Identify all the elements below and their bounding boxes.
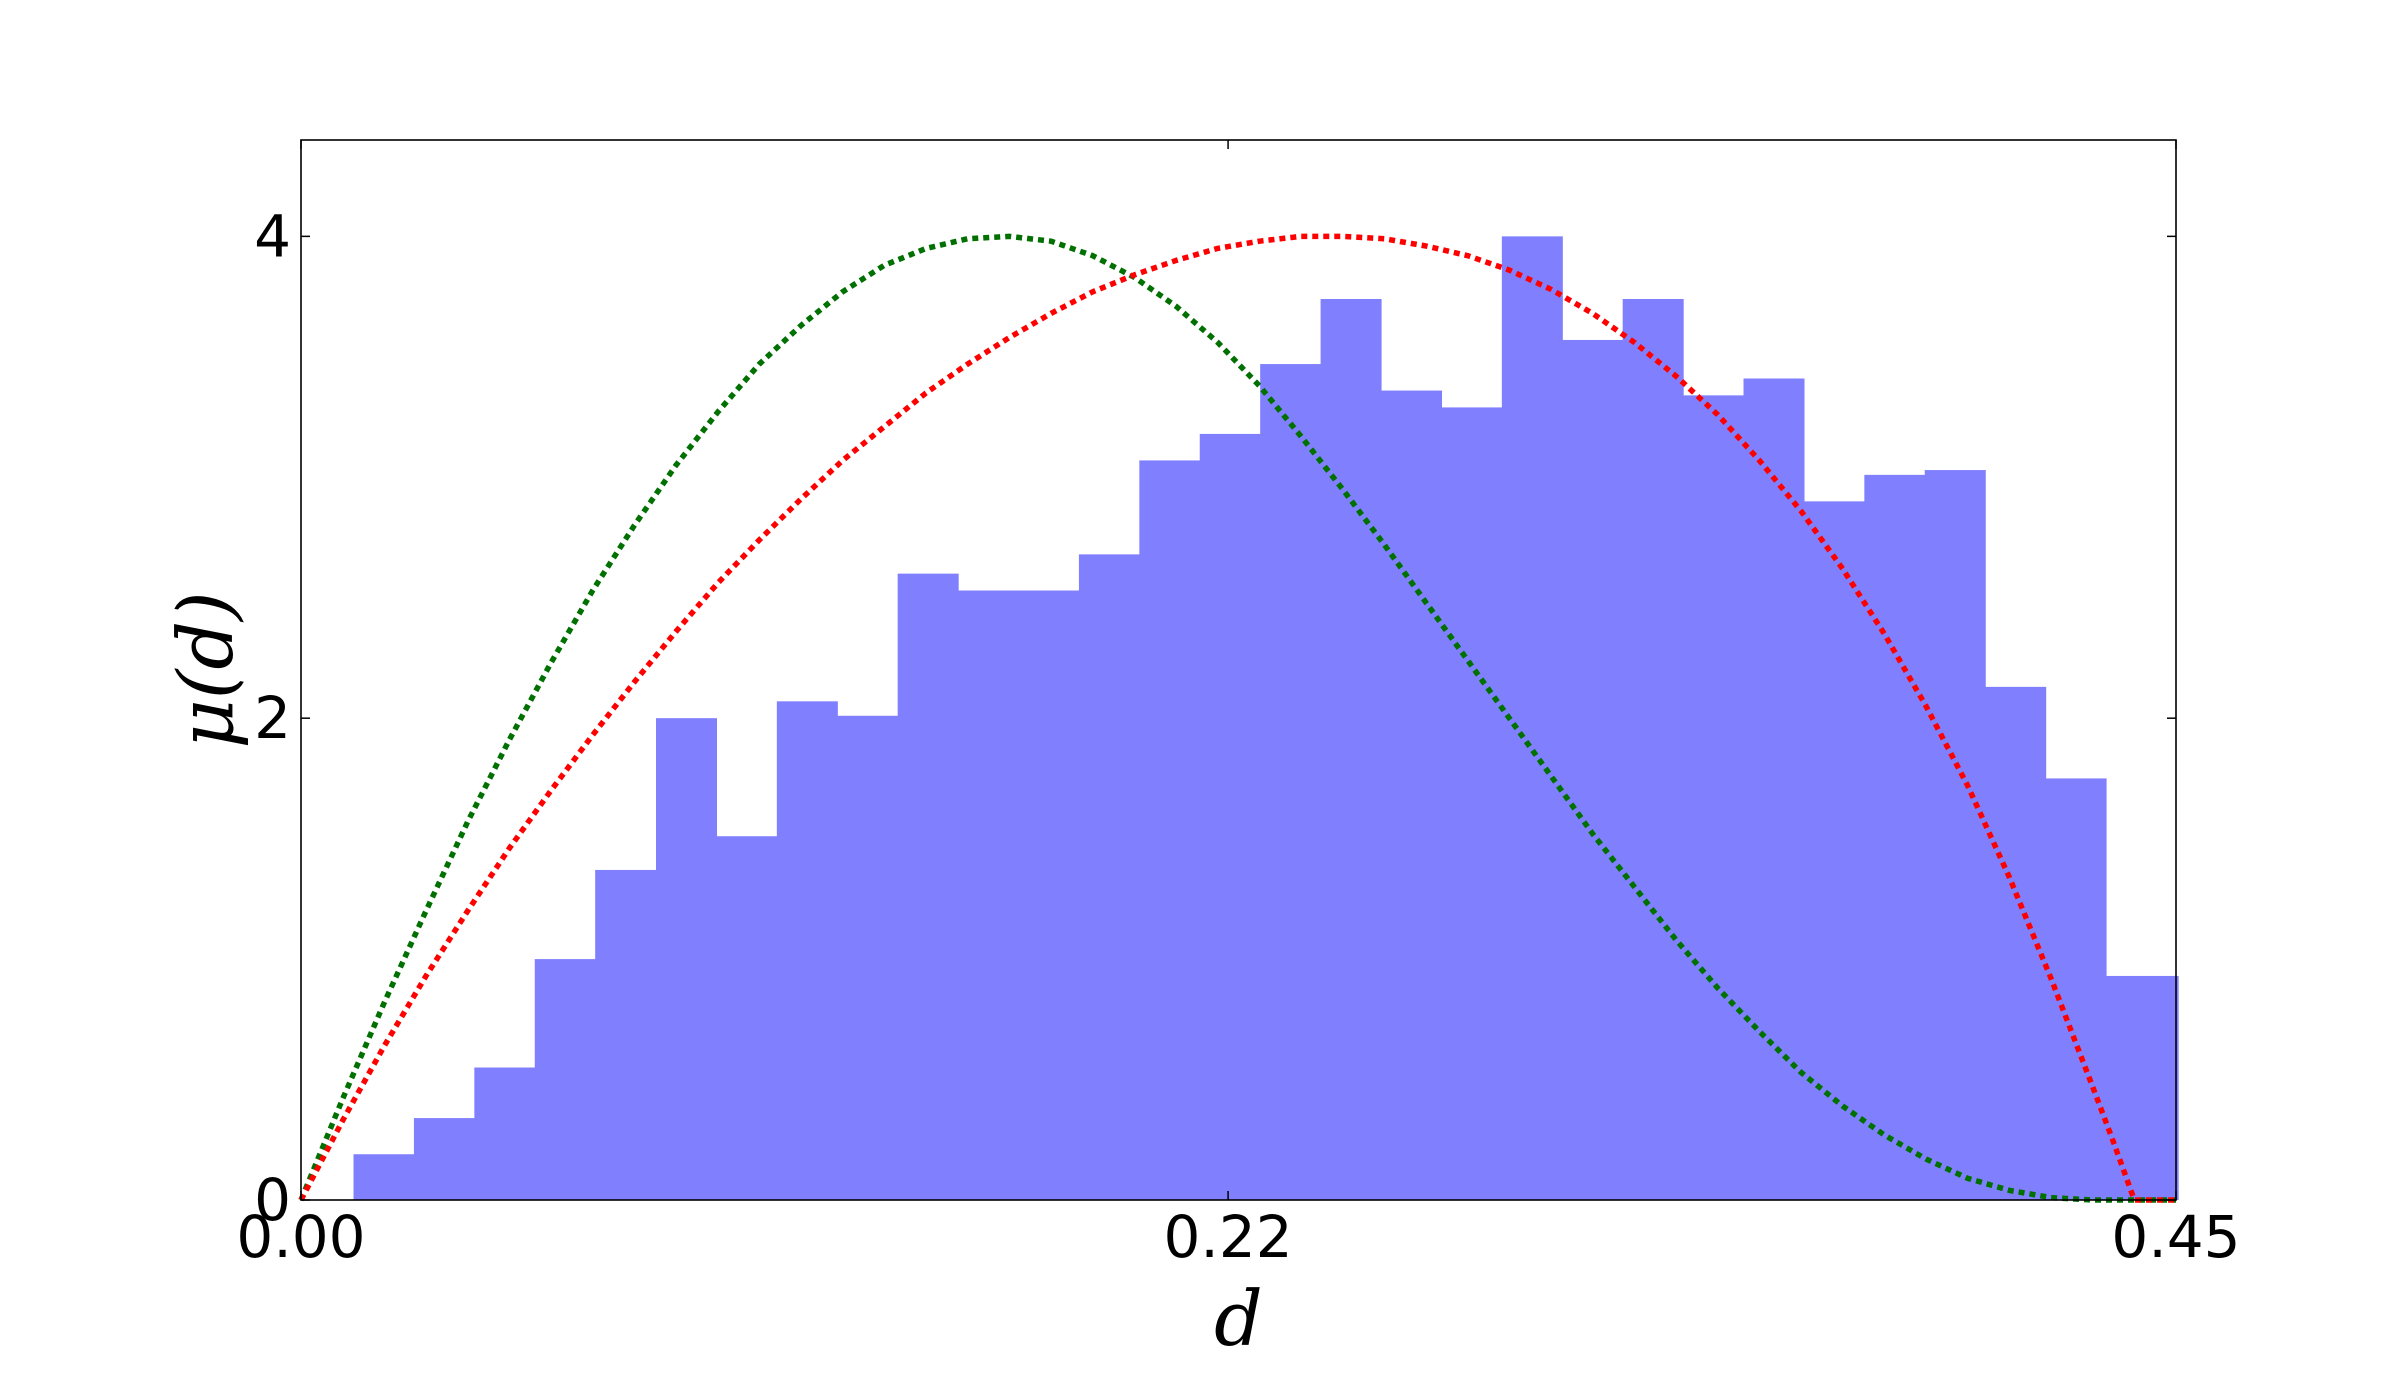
histogram-bar: [1381, 390, 1443, 1200]
y-axis-label: μ(d): [161, 591, 250, 748]
histogram-bar: [1924, 470, 1986, 1200]
series-line-2: [298, 233, 2176, 1203]
histogram-bar: [1018, 590, 1080, 1200]
x-tick-label: 0.00: [236, 1203, 365, 1271]
histogram-bar: [837, 715, 899, 1200]
histogram-bar: [595, 869, 657, 1200]
x-tick-label: 0.22: [1164, 1203, 1293, 1271]
histogram-bar: [1260, 364, 1322, 1200]
histogram-bar: [353, 1154, 415, 1200]
histogram-bars: [353, 236, 2179, 1201]
histogram-bar: [2166, 975, 2179, 1200]
x-axis-label: d: [1214, 1274, 1263, 1363]
plot-frame: [300, 139, 2177, 1201]
histogram-bar: [1683, 395, 1745, 1200]
histogram-bar: [534, 959, 596, 1200]
histogram-bar: [1441, 407, 1503, 1200]
histogram-bar: [1803, 501, 1865, 1200]
histogram-bar: [474, 1067, 536, 1200]
axis-ticks: [300, 140, 2177, 1201]
y-tick-label: 0: [254, 1166, 291, 1234]
series-line-1: [298, 233, 2176, 1203]
curve-lines: [298, 233, 2176, 1203]
x-tick-label: 0.45: [2111, 1203, 2240, 1271]
histogram-bar: [1078, 554, 1140, 1200]
histogram-bar: [1320, 299, 1382, 1200]
y-tick-label: 4: [254, 202, 291, 270]
histogram-bar: [1864, 474, 1926, 1200]
histogram-bar: [1562, 339, 1624, 1200]
histogram-bar: [897, 573, 959, 1200]
y-tick-label: 2: [254, 684, 291, 752]
histogram-bar: [656, 718, 718, 1200]
histogram-bar: [2106, 975, 2168, 1200]
histogram-bar: [1199, 433, 1261, 1200]
histogram-bar: [1985, 686, 2047, 1200]
histogram-bar: [958, 590, 1020, 1200]
histogram-bar: [1139, 460, 1201, 1200]
histogram-bar: [413, 1118, 475, 1200]
histogram-bar: [1622, 299, 1684, 1200]
tick-labels: 0.00 0.22 0.45 0 2 4: [236, 202, 2240, 1271]
histogram-bar: [776, 701, 838, 1200]
histogram-bar: [716, 836, 778, 1200]
